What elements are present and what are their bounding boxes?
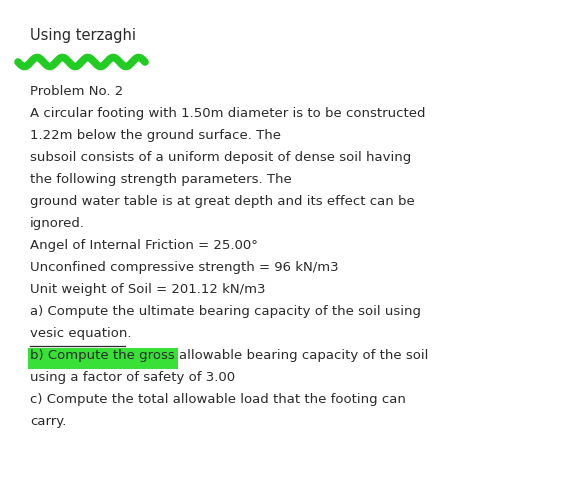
Text: Angel of Internal Friction = 25.00°: Angel of Internal Friction = 25.00° bbox=[30, 239, 258, 252]
Text: b) Compute the gross allowable bearing capacity of the soil: b) Compute the gross allowable bearing c… bbox=[30, 349, 429, 362]
Text: ignored.: ignored. bbox=[30, 217, 85, 230]
Text: 1.22m below the ground surface. The: 1.22m below the ground surface. The bbox=[30, 129, 281, 142]
Text: the following strength parameters. The: the following strength parameters. The bbox=[30, 173, 292, 186]
Text: carry.: carry. bbox=[30, 415, 66, 428]
Text: A circular footing with 1.50m diameter is to be constructed: A circular footing with 1.50m diameter i… bbox=[30, 107, 425, 120]
Text: Using terzaghi: Using terzaghi bbox=[30, 28, 136, 43]
Text: Problem No. 2: Problem No. 2 bbox=[30, 85, 123, 98]
Text: c) Compute the total allowable load that the footing can: c) Compute the total allowable load that… bbox=[30, 393, 406, 406]
Text: a) Compute the ultimate bearing capacity of the soil using: a) Compute the ultimate bearing capacity… bbox=[30, 305, 421, 318]
Text: Unit weight of Soil = 201.12 kN/m3: Unit weight of Soil = 201.12 kN/m3 bbox=[30, 283, 265, 296]
Text: subsoil consists of a uniform deposit of dense soil having: subsoil consists of a uniform deposit of… bbox=[30, 151, 411, 164]
Text: using a factor of safety of 3.00: using a factor of safety of 3.00 bbox=[30, 371, 235, 384]
Text: ground water table is at great depth and its effect can be: ground water table is at great depth and… bbox=[30, 195, 415, 208]
Bar bbox=[28, 348, 178, 369]
Text: Unconfined compressive strength = 96 kN/m3: Unconfined compressive strength = 96 kN/… bbox=[30, 261, 339, 274]
Text: vesic equation.: vesic equation. bbox=[30, 327, 131, 340]
